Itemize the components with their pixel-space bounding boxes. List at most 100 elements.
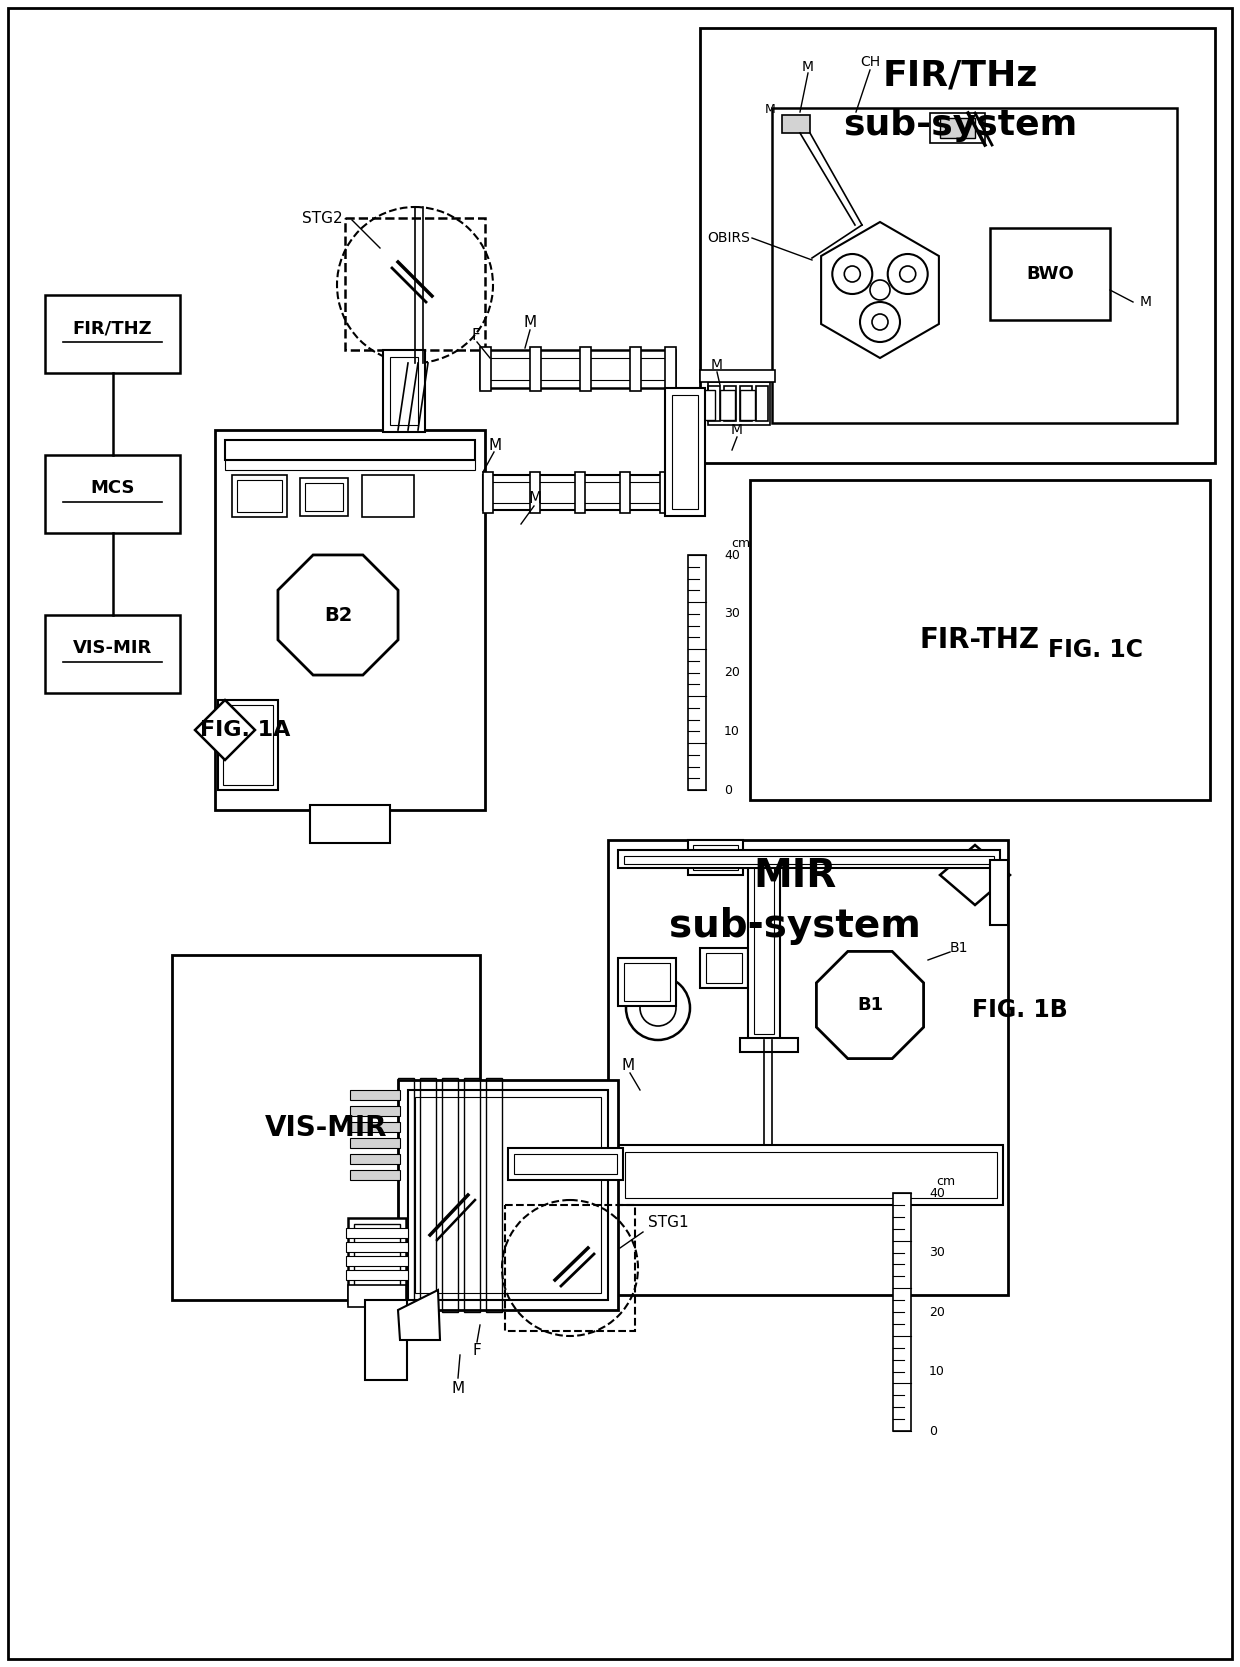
Text: 40: 40 [724, 548, 740, 562]
Bar [484, 472, 494, 513]
Text: M: M [489, 437, 501, 452]
Text: M: M [732, 423, 743, 437]
Text: M: M [523, 315, 537, 330]
Bar [990, 860, 1008, 925]
Bar [350, 1122, 401, 1132]
Text: M: M [621, 1057, 635, 1072]
Text: 0: 0 [929, 1425, 937, 1437]
Bar [350, 1105, 401, 1115]
Text: VIS-MIR: VIS-MIR [73, 638, 153, 657]
Bar [362, 475, 414, 517]
Bar [529, 472, 539, 513]
Bar [218, 700, 278, 790]
Bar [740, 390, 755, 420]
Bar [618, 959, 676, 1005]
Bar [693, 845, 738, 870]
Polygon shape [940, 845, 1011, 905]
Text: B1: B1 [950, 940, 968, 955]
Bar [480, 350, 675, 388]
Bar [398, 1079, 414, 1312]
Bar [224, 440, 475, 460]
Bar [420, 1079, 436, 1312]
Text: M: M [528, 490, 542, 505]
Bar [232, 475, 286, 517]
Bar [508, 1149, 622, 1180]
Bar [688, 555, 706, 790]
Bar [708, 382, 770, 425]
Circle shape [888, 253, 928, 293]
Bar [701, 370, 775, 382]
Text: cm: cm [936, 1175, 955, 1187]
Bar [740, 387, 751, 422]
Bar [660, 472, 670, 513]
Bar [688, 840, 743, 875]
Polygon shape [816, 952, 924, 1059]
Bar [346, 1229, 408, 1239]
Text: FIR/THZ: FIR/THZ [73, 318, 153, 337]
Text: STG2: STG2 [301, 210, 342, 225]
Bar [350, 1154, 401, 1164]
Text: 10: 10 [929, 1365, 945, 1379]
Bar [706, 954, 742, 984]
Text: B1: B1 [857, 995, 883, 1014]
Bar [172, 955, 480, 1300]
Text: 0: 0 [724, 783, 732, 797]
Bar [215, 430, 485, 810]
Bar [45, 295, 180, 373]
Polygon shape [195, 700, 255, 760]
Bar [300, 478, 348, 517]
Circle shape [870, 280, 890, 300]
Bar [484, 475, 683, 510]
Bar [750, 480, 1210, 800]
Text: MCS: MCS [91, 478, 135, 497]
Bar [756, 387, 768, 422]
Bar [350, 1170, 401, 1180]
Text: sub-system: sub-system [670, 907, 921, 945]
Text: M: M [451, 1380, 465, 1395]
Text: 30: 30 [724, 607, 740, 620]
Text: F: F [472, 1342, 481, 1357]
Text: M: M [802, 60, 813, 73]
Bar [618, 1145, 1003, 1205]
Bar [665, 347, 676, 392]
Bar [990, 228, 1110, 320]
Polygon shape [821, 222, 939, 358]
Text: M: M [765, 102, 775, 115]
Bar [575, 472, 585, 513]
Text: cm: cm [732, 537, 750, 550]
Text: BWO: BWO [1027, 265, 1074, 283]
Bar [310, 805, 391, 844]
Bar [672, 395, 698, 508]
Bar [383, 350, 425, 432]
Bar [701, 28, 1215, 463]
Text: FIG. 1A: FIG. 1A [200, 720, 290, 740]
Bar [45, 455, 180, 533]
Bar [740, 1039, 799, 1052]
Circle shape [872, 313, 888, 330]
Bar [415, 1097, 601, 1294]
Circle shape [861, 302, 900, 342]
Bar [350, 1090, 401, 1100]
Bar [365, 1300, 407, 1380]
Bar [348, 1219, 405, 1304]
Circle shape [626, 975, 689, 1040]
Bar [346, 1242, 408, 1252]
Bar [580, 347, 591, 392]
Bar [350, 1139, 401, 1149]
Bar [940, 118, 975, 138]
Bar [305, 483, 343, 512]
Bar [486, 1079, 502, 1312]
Bar [505, 1205, 635, 1330]
Bar [345, 218, 485, 350]
Bar [624, 964, 670, 1000]
Bar [625, 1152, 997, 1199]
Text: 20: 20 [929, 1305, 945, 1319]
Bar [441, 1079, 458, 1312]
Circle shape [640, 990, 676, 1025]
Bar [618, 850, 999, 869]
Bar [620, 472, 630, 513]
Bar [223, 705, 273, 785]
Bar [346, 1255, 408, 1265]
Circle shape [844, 267, 861, 282]
Circle shape [900, 267, 915, 282]
